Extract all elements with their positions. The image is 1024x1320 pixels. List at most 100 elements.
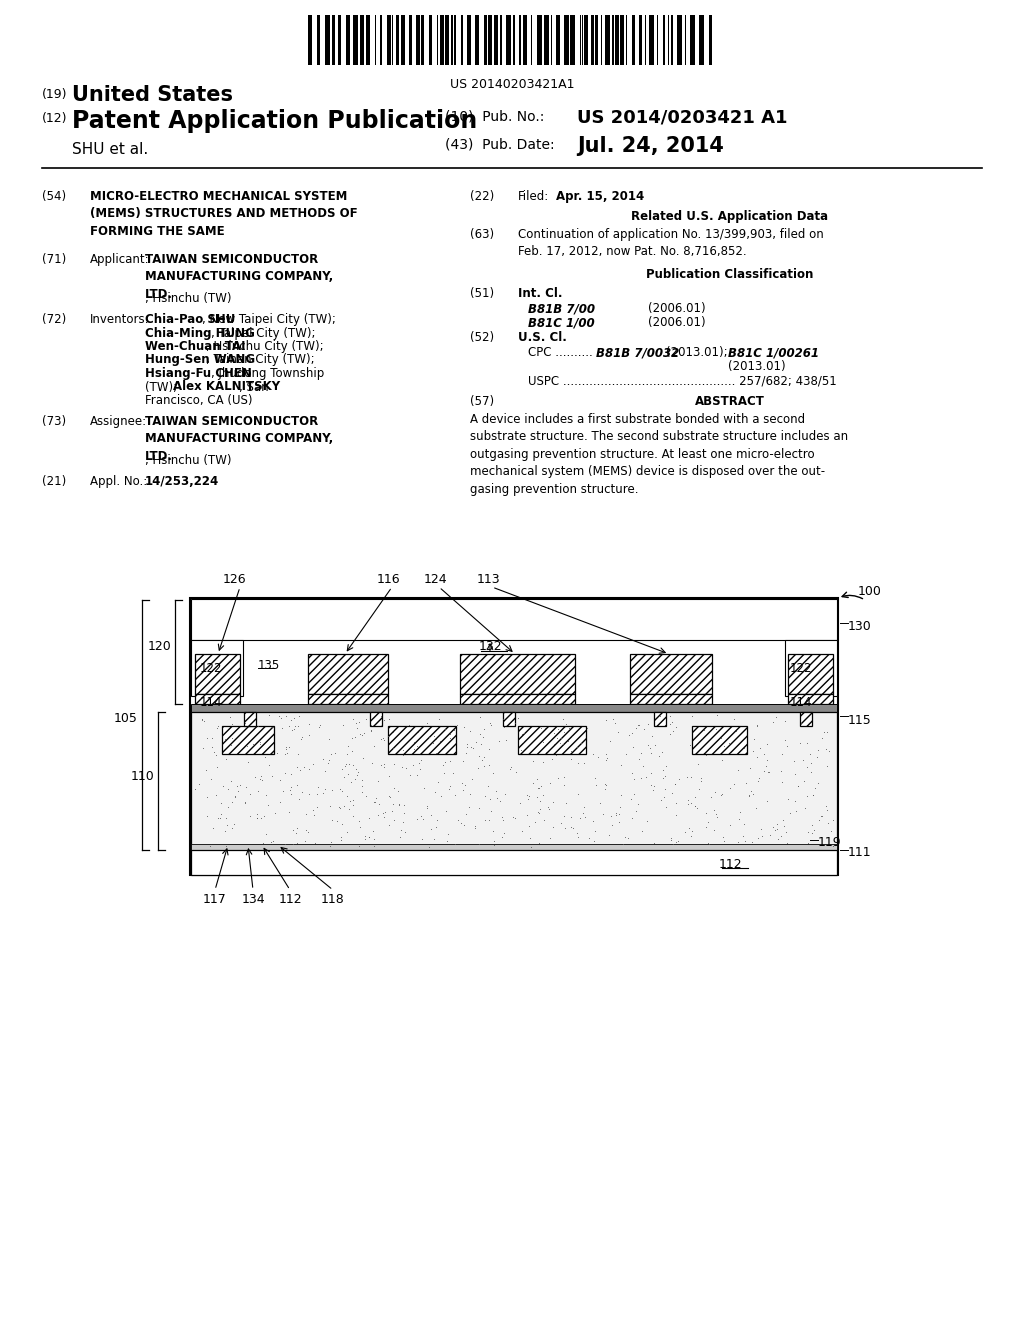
Point [254,770,270,791]
Point [433,785,450,807]
Text: 135: 135 [258,659,281,672]
Text: Filed:: Filed: [518,190,549,203]
Point [385,722,401,743]
Point [283,776,299,797]
Point [373,729,389,750]
Point [614,833,631,854]
Point [813,805,829,826]
Text: 130: 130 [848,620,871,634]
Point [550,768,566,789]
Point [219,814,236,836]
Point [800,821,816,842]
Point [345,709,361,730]
Point [770,829,786,850]
Point [585,810,601,832]
Point [278,705,294,726]
Point [439,824,456,845]
Point [715,826,731,847]
Point [204,727,220,748]
Point [587,767,603,788]
Text: (57): (57) [470,395,495,408]
Point [692,768,709,789]
Bar [654,711,666,726]
Text: , Hsinchu City (TW);: , Hsinchu City (TW); [207,341,324,352]
Point [670,830,686,851]
Bar [191,599,837,640]
Point [444,763,461,784]
Point [337,756,353,777]
Point [756,743,772,764]
Point [520,785,537,807]
Point [535,731,551,752]
Text: B81C 1/00261: B81C 1/00261 [728,346,819,359]
Point [411,752,427,774]
Point [285,820,301,841]
Point [726,774,742,795]
Point [657,756,674,777]
Point [743,781,760,803]
Point [782,803,799,824]
Text: 114: 114 [200,696,222,709]
Point [364,719,380,741]
Point [693,771,710,792]
Bar [537,15,542,65]
Point [793,733,809,754]
Point [607,713,624,734]
Point [453,812,469,833]
Point [223,727,240,748]
Point [212,808,228,829]
Point [209,718,225,739]
Point [310,776,327,797]
Bar [451,15,453,65]
Point [608,804,625,825]
Text: 115: 115 [848,714,871,727]
Bar [338,15,341,65]
Point [442,723,459,744]
Point [624,788,640,809]
Bar [788,694,833,704]
Text: 117: 117 [203,894,227,906]
Point [502,759,518,780]
Point [471,797,487,818]
Point [665,833,681,854]
Point [345,789,361,810]
Point [369,788,385,809]
Point [542,828,558,849]
Point [224,714,241,735]
Point [570,784,587,805]
Point [316,777,333,799]
Text: 112: 112 [279,894,302,906]
Point [822,820,839,841]
Bar [788,653,833,694]
Point [441,776,458,797]
Point [686,796,702,817]
Point [335,715,351,737]
Bar [570,15,575,65]
Text: (19): (19) [42,88,68,102]
Point [485,834,502,855]
Point [616,826,633,847]
Point [708,718,724,739]
Point [700,833,717,854]
Point [525,772,542,793]
Point [637,767,653,788]
Point [439,830,456,851]
Point [743,832,760,853]
Bar [518,726,586,754]
Point [278,738,294,759]
Point [819,755,836,776]
Bar [620,15,624,65]
Point [340,764,356,785]
Point [446,784,463,805]
Point [301,784,317,805]
Text: B81B 7/0032: B81B 7/0032 [596,346,679,359]
Point [436,751,453,772]
Point [590,747,606,768]
Point [671,768,687,789]
Point [489,787,506,808]
Point [663,829,679,850]
Point [323,832,339,853]
Point [722,814,738,836]
Point [397,822,414,843]
Point [239,735,255,756]
